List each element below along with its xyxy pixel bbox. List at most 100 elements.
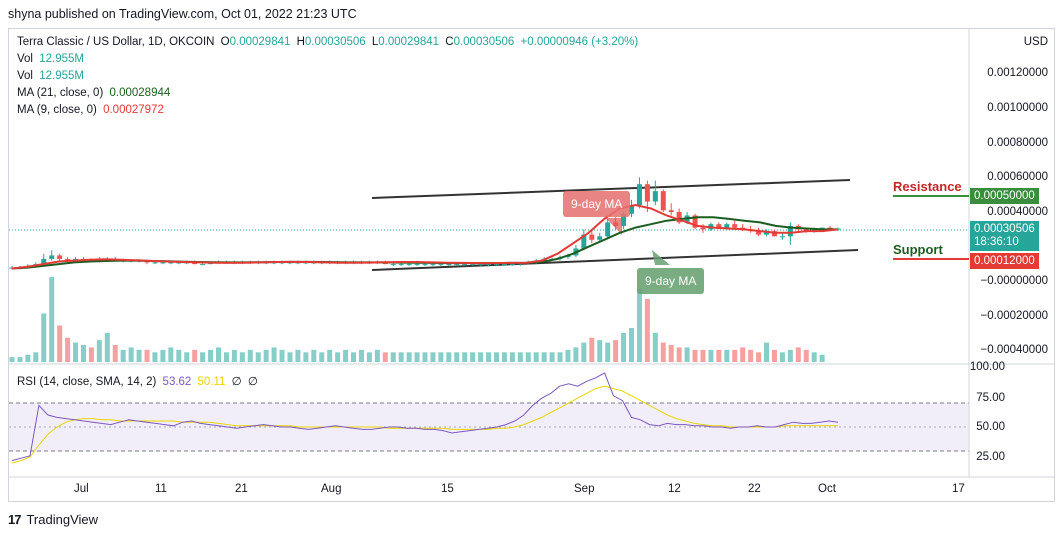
support-price-tag: 0.00012000 <box>970 253 1039 269</box>
candle-body <box>57 255 63 259</box>
low-label: L <box>371 36 379 48</box>
price-axis-currency: USD <box>1023 36 1048 48</box>
rsi-tick: 50.00 <box>976 421 1005 433</box>
candle-body <box>470 264 476 266</box>
volume-bar <box>700 349 706 362</box>
candle-body <box>660 191 666 211</box>
volume-bar <box>779 352 785 362</box>
volume-bar <box>128 347 134 362</box>
candle-body <box>668 210 674 212</box>
candle-body <box>636 184 642 206</box>
price-tick: −0.00020000 <box>980 310 1048 322</box>
time-tick: Jul <box>74 483 89 495</box>
tradingview-logo-icon: 17 <box>8 512 22 527</box>
volume-bar <box>112 345 118 362</box>
volume-bar <box>486 352 492 362</box>
candle-body <box>644 184 650 202</box>
time-tick: 17 <box>952 483 965 495</box>
ma21-value: 0.00028944 <box>109 87 171 99</box>
volume-bar <box>192 349 198 362</box>
publisher-line: shyna published on TradingView.com, Oct … <box>8 7 357 21</box>
current-price-tag: 0.00030506 18:36:10 <box>970 221 1039 251</box>
volume-bar <box>478 352 484 362</box>
time-tick: 15 <box>441 483 454 495</box>
volume-bar <box>311 349 317 362</box>
volume-bar <box>231 349 237 362</box>
volume-bar <box>279 349 285 362</box>
resistance-label: Resistance <box>893 179 962 194</box>
volume-bar <box>462 352 468 362</box>
volume-bar <box>239 352 245 362</box>
volume-bar <box>390 352 396 362</box>
candle-body <box>629 205 634 214</box>
candle-body <box>406 264 412 266</box>
volume-bar <box>724 349 730 362</box>
rsi-label: RSI (14, close, SMA, 14, 2) <box>17 376 157 388</box>
volume-bar <box>176 349 182 362</box>
candle-body <box>613 222 619 226</box>
volume-bar <box>819 354 825 362</box>
legend-rsi: RSI (14, close, SMA, 14, 2) 53.62 50.11 … <box>17 374 261 388</box>
volume-bar <box>454 352 460 362</box>
volume-bar <box>104 332 110 362</box>
volume-bar <box>17 357 23 362</box>
volume-bar <box>517 352 523 362</box>
volume-bar <box>9 357 15 362</box>
volume-bar <box>287 352 293 362</box>
price-tick: −0.00040000 <box>980 344 1048 356</box>
legend-ma21: MA (21, close, 0) 0.00028944 <box>17 87 173 99</box>
volume-bar <box>303 352 309 362</box>
time-tick: 21 <box>235 483 248 495</box>
volume-bar <box>573 347 579 362</box>
price-tick: 0.00120000 <box>987 67 1048 79</box>
volume-bar <box>422 352 428 362</box>
volume-bar <box>787 349 793 362</box>
volume-bar <box>33 352 39 362</box>
price-tick: 0.00040000 <box>987 206 1048 218</box>
time-tick: Sep <box>574 483 595 495</box>
volume-bar <box>168 347 174 362</box>
ma9-value: 0.00027972 <box>103 104 164 116</box>
volume-bar <box>88 347 94 362</box>
volume-bar <box>446 352 452 362</box>
candle-body <box>430 264 436 266</box>
candle-body <box>692 215 698 228</box>
price-tick: 0.00080000 <box>987 137 1048 149</box>
ma9-line <box>11 203 839 270</box>
candle-body <box>597 236 603 240</box>
volume-bar <box>684 347 690 362</box>
volume-bar <box>660 342 666 362</box>
volume-bar <box>795 347 801 362</box>
volume-bar <box>96 340 102 362</box>
candle-body <box>422 264 428 266</box>
rsi-tick: 100.00 <box>969 361 1005 373</box>
rsi-tick: 75.00 <box>976 392 1005 404</box>
candle-body <box>779 236 785 238</box>
volume-bar <box>406 352 412 362</box>
candle-body <box>176 262 182 264</box>
volume-bar <box>358 349 364 362</box>
volume-bar <box>732 349 738 362</box>
volume-bar <box>692 349 698 362</box>
candle-body <box>676 212 682 223</box>
time-tick: 22 <box>748 483 761 495</box>
candle-body <box>478 264 484 266</box>
ma-callout-bottom-pointer <box>652 250 670 265</box>
volume-bar <box>374 349 380 362</box>
volume-bar <box>644 298 650 362</box>
candle-body <box>462 264 468 266</box>
open-label: O <box>220 36 230 48</box>
candle-body <box>438 264 444 266</box>
vol1-value: 12.955M <box>39 53 84 65</box>
legend-ohlc: Terra Classic / US Dollar, 1D, OKCOIN O0… <box>17 36 641 48</box>
ma21-label: MA (21, close, 0) <box>17 87 104 99</box>
volume-bar <box>597 340 603 362</box>
volume-bar <box>605 342 611 362</box>
candle-body <box>160 262 166 264</box>
time-tick: Oct <box>818 483 836 495</box>
channel-lower <box>371 249 859 271</box>
volume-bar <box>136 349 142 362</box>
candle-body <box>390 264 396 266</box>
legend-ma9: MA (9, close, 0) 0.00027972 <box>17 104 167 116</box>
